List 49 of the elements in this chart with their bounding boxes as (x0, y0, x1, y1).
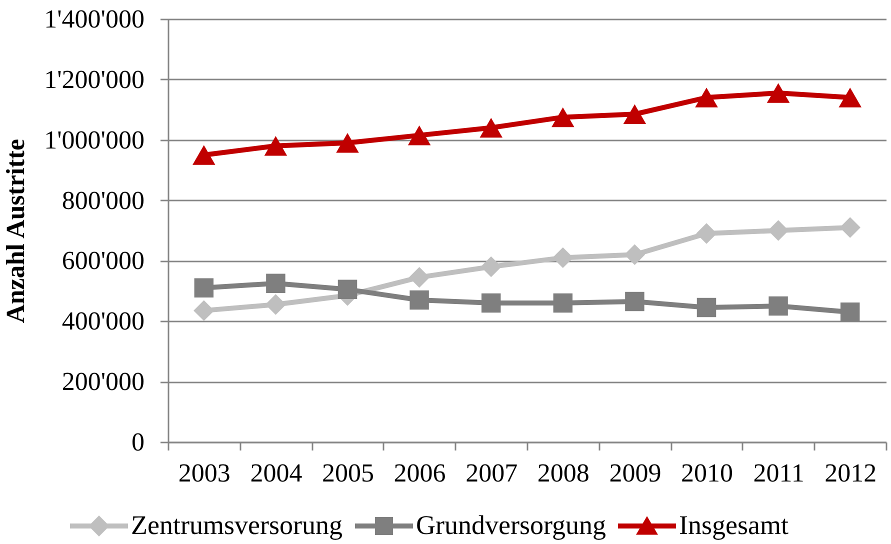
point (265, 294, 286, 315)
point (408, 125, 431, 146)
x-tick-label: 2008 (537, 458, 590, 488)
point (410, 290, 429, 310)
point (623, 104, 646, 124)
y-tick-label: 400'000 (62, 306, 144, 336)
y-tick-label: 600'000 (62, 246, 144, 276)
legend-label: Grundversorgung (416, 510, 606, 540)
point (266, 274, 286, 293)
y-tick-label: 1'000'000 (44, 125, 144, 154)
point (838, 88, 862, 108)
y-tick-label: 0 (132, 428, 144, 456)
point (264, 136, 288, 156)
point (194, 300, 214, 321)
y-axis-title: Anzahl Austritte (1, 138, 30, 324)
legend-label: Insgesamt (679, 510, 789, 540)
point (766, 83, 790, 103)
point (625, 292, 644, 312)
x-tick-label: 2007 (466, 458, 518, 488)
point (768, 296, 788, 316)
point (192, 145, 216, 165)
point (840, 302, 860, 322)
point (481, 293, 501, 313)
point (480, 118, 502, 138)
legend-label: Zentrumsversorung (131, 510, 342, 540)
point (553, 293, 573, 313)
x-tick-label: 2006 (394, 458, 446, 488)
x-tick-label: 2009 (609, 458, 662, 488)
y-tick-label: 200'000 (62, 367, 144, 396)
x-tick-label: 2010 (681, 458, 733, 488)
y-tick-label: 800'000 (62, 186, 144, 215)
x-tick-label: 2003 (178, 458, 230, 488)
point (194, 278, 214, 298)
point (480, 256, 502, 278)
point (336, 133, 359, 153)
x-tick-label: 2005 (322, 458, 374, 488)
point (696, 223, 717, 244)
point (338, 280, 358, 300)
point (408, 266, 430, 288)
y-tick-label: 1'400'000 (44, 4, 144, 34)
point (696, 298, 716, 318)
point (552, 107, 574, 128)
point (552, 247, 574, 268)
y-tick-label: 1'200'000 (44, 64, 144, 94)
x-tick-label: 2011 (753, 458, 804, 488)
point (840, 217, 860, 238)
x-tick-label: 2004 (250, 458, 302, 488)
x-tick-label: 2012 (824, 458, 877, 488)
point (695, 88, 718, 108)
